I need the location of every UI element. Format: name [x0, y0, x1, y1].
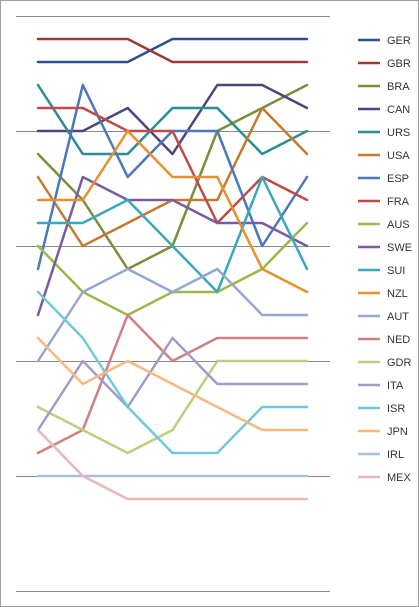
series-line-ita [36, 336, 309, 432]
series-line-isr [36, 290, 309, 455]
series-line-fra [36, 106, 309, 225]
series-line-gbr [36, 37, 309, 64]
legend-label: JPN [387, 426, 408, 438]
series-line-swe [36, 175, 309, 317]
legend-label: MEX [387, 472, 412, 484]
legend-item-bra: BRA [358, 81, 410, 93]
legend-item-fra: FRA [358, 196, 410, 208]
legend-item-ned: NED [358, 334, 410, 346]
legend-item-jpn: JPN [358, 426, 408, 438]
legend-item-urs: URS [358, 127, 410, 139]
legend-label: GDR [387, 357, 412, 369]
series-line-mex [36, 428, 309, 501]
legend-item-mex: MEX [358, 472, 412, 484]
legend-label: NZL [387, 288, 408, 300]
legend-item-nzl: NZL [358, 288, 408, 300]
gridlines [16, 16, 330, 592]
legend-label: SUI [387, 265, 405, 277]
legend-label: IRL [387, 449, 404, 461]
legend-item-aus: AUS [358, 219, 410, 231]
legend-label: GER [387, 35, 411, 47]
series-line-aut [36, 267, 309, 363]
legend-label: NED [387, 334, 410, 346]
series-line-nzl [36, 129, 309, 294]
legend-label: AUS [387, 219, 410, 231]
series-line-ger [36, 37, 309, 64]
legend-label: ESP [387, 173, 409, 185]
series-lines [36, 37, 309, 501]
legend-item-swe: SWE [358, 242, 412, 254]
legend-label: AUT [387, 311, 409, 323]
legend-item-ger: GER [358, 35, 411, 47]
legend-label: GBR [387, 58, 411, 70]
series-line-can [36, 83, 309, 156]
legend-item-aut: AUT [358, 311, 409, 323]
legend-item-gbr: GBR [358, 58, 411, 70]
legend-item-esp: ESP [358, 173, 409, 185]
legend-item-isr: ISR [358, 403, 405, 415]
legend-label: URS [387, 127, 410, 139]
legend-label: FRA [387, 196, 410, 208]
legend-label: USA [387, 150, 410, 162]
legend-label: ITA [387, 380, 404, 392]
legend-item-ita: ITA [358, 380, 404, 392]
legend-item-irl: IRL [358, 449, 404, 461]
legend-label: SWE [387, 242, 412, 254]
legend-item-usa: USA [358, 150, 410, 162]
legend-label: BRA [387, 81, 410, 93]
legend-label: ISR [387, 403, 405, 415]
series-line-jpn [36, 336, 309, 432]
legend: GER GBR BRA CAN URS USA ESP FRA AUS SWE SUI NZL AUT N… [358, 35, 412, 484]
legend-item-gdr: GDR [358, 357, 412, 369]
series-line-urs [36, 83, 309, 156]
legend-label: CAN [387, 104, 410, 116]
series-line-gdr [36, 359, 309, 455]
series-line-sui [36, 175, 309, 294]
legend-item-sui: SUI [358, 265, 405, 277]
series-line-aus [36, 221, 309, 317]
legend-item-can: CAN [358, 104, 410, 116]
